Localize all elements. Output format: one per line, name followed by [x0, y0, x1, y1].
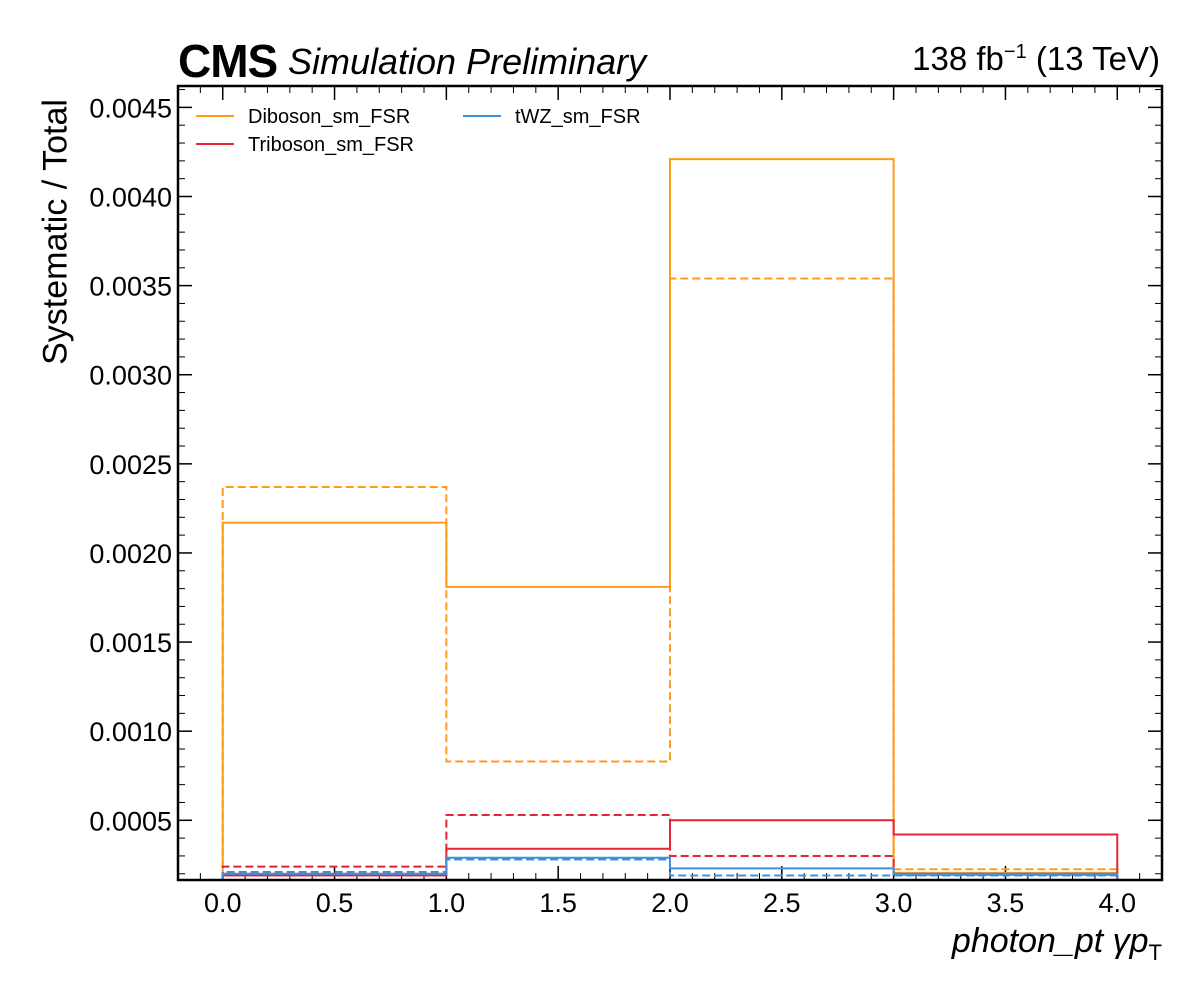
- series-up-line: [221, 856, 1119, 880]
- lumi-label: 138 fb−1 (13 TeV): [912, 40, 1160, 78]
- legend-entry: tWZ_sm_FSR: [515, 106, 641, 128]
- x-axis-label: photon_pt γpT: [952, 922, 1162, 966]
- x-axis-label-text: photon_pt γp: [951, 922, 1149, 960]
- x-tick-label: 3.0: [875, 888, 913, 918]
- y-tick-label: 0.0010: [89, 717, 172, 747]
- y-tick-label: 0.0040: [89, 183, 172, 213]
- lumi-value: 138 fb: [912, 40, 1004, 77]
- y-tick-label: 0.0025: [89, 450, 172, 480]
- y-axis-label: Systematic / Total: [36, 99, 75, 365]
- x-tick-label: 2.0: [651, 888, 689, 918]
- x-tick-label: 4.0: [1098, 888, 1136, 918]
- x-axis-label-subscript: T: [1148, 939, 1162, 965]
- x-tick-label: 1.5: [539, 888, 577, 918]
- plot-frame: [176, 84, 1164, 882]
- y-tick-label: 0.0020: [89, 539, 172, 569]
- y-tick-label: 0.0045: [89, 93, 172, 123]
- x-tick-label: 1.0: [428, 888, 466, 918]
- x-tick-label: 0.5: [316, 888, 354, 918]
- legend-entry: Triboson_sm_FSR: [248, 134, 414, 156]
- legend-entry: Diboson_sm_FSR: [248, 106, 410, 128]
- x-tick-label: 0.0: [204, 888, 242, 918]
- x-tick-label: 2.5: [763, 888, 801, 918]
- y-tick-label: 0.0030: [89, 361, 172, 391]
- lumi-exponent: −1: [1003, 41, 1027, 63]
- series-down-line: [221, 858, 1119, 880]
- y-tick-label: 0.0015: [89, 628, 172, 658]
- legend: Diboson_sm_FSR Triboson_sm_FSR tWZ_sm_FSR: [196, 106, 641, 156]
- x-tick-label: 3.5: [987, 888, 1025, 918]
- status-label: Simulation Preliminary: [288, 41, 647, 82]
- y-tick-label: 0.0035: [89, 272, 172, 302]
- series-Diboson_sm_FSR: [221, 158, 1119, 880]
- series-tWZ_sm_FSR: [221, 856, 1119, 880]
- y-tick-label: 0.0005: [89, 806, 172, 836]
- experiment-label: CMS: [178, 35, 278, 87]
- histogram-series: [221, 158, 1119, 880]
- axis-ticks: 0.0 0.5 1.0 1.5 2.0 2.5 3.0 3.5 4.0 0.0005 0.0010 0…: [89, 86, 1162, 918]
- series-up-line: [221, 158, 1119, 880]
- series-up-line: [221, 819, 1119, 880]
- energy-label: (13 TeV): [1035, 40, 1160, 77]
